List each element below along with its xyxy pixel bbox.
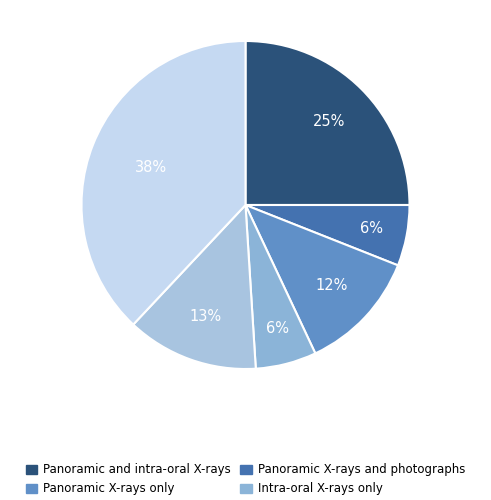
- Text: 38%: 38%: [135, 160, 167, 175]
- Wedge shape: [133, 205, 256, 369]
- Wedge shape: [246, 205, 398, 354]
- Wedge shape: [246, 41, 409, 205]
- Text: 6%: 6%: [359, 222, 382, 236]
- Text: 12%: 12%: [315, 278, 348, 293]
- Wedge shape: [246, 205, 315, 368]
- Wedge shape: [246, 205, 409, 266]
- Text: 6%: 6%: [266, 322, 289, 336]
- Wedge shape: [82, 41, 245, 325]
- Text: 13%: 13%: [190, 308, 221, 324]
- Text: 25%: 25%: [313, 114, 345, 129]
- Legend: Panoramic and intra-oral X-rays, Panoramic X-rays only, Intra-oral photographs o: Panoramic and intra-oral X-rays, Panoram…: [21, 458, 470, 500]
